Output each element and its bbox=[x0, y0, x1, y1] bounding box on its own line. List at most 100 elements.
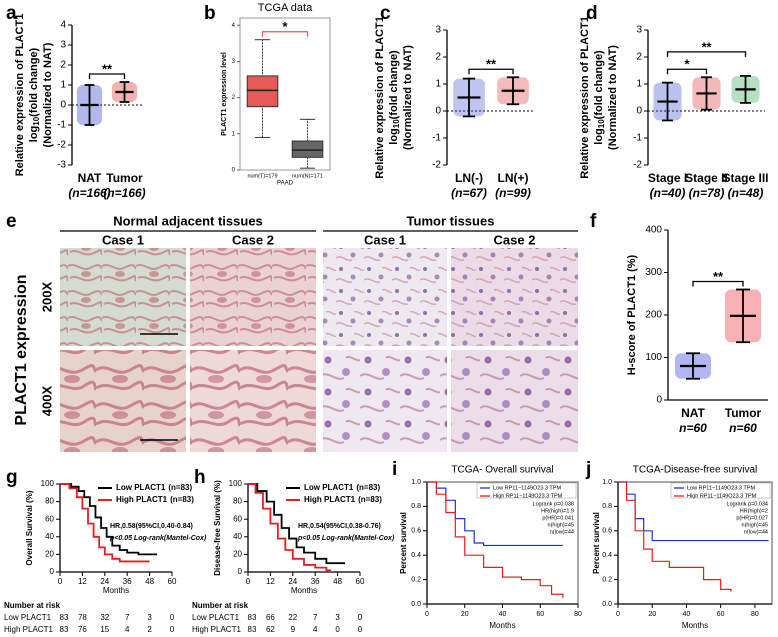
risk-count: 0 bbox=[170, 625, 175, 634]
risk-count: 4 bbox=[125, 625, 130, 634]
box bbox=[246, 75, 279, 108]
panel-letter: a bbox=[6, 3, 17, 24]
y-tick-label: 400 bbox=[645, 225, 662, 236]
legend-n: (n=83) bbox=[358, 495, 382, 504]
risk-count: 7 bbox=[313, 613, 318, 622]
y-tick-label: 0.6 bbox=[411, 528, 421, 535]
statistic: Logrank p=0.034 bbox=[727, 501, 768, 507]
subscript: 10 bbox=[597, 119, 606, 128]
risk-count: 0 bbox=[170, 613, 175, 622]
y-axis-label: Disease-free Survival (%) bbox=[213, 480, 222, 576]
y-tick-label: 0 bbox=[656, 395, 662, 406]
y-tick-label: 0 bbox=[60, 100, 66, 111]
x-tick-label: 48 bbox=[333, 577, 342, 586]
y-axis-label: log10(fold change) bbox=[388, 50, 401, 145]
significance-label: ** bbox=[102, 61, 113, 76]
y-tick-label: 60 bbox=[45, 514, 54, 523]
risk-count: 32 bbox=[100, 613, 109, 622]
y-tick-label: 300 bbox=[645, 267, 662, 278]
x-tick-label: Tumor bbox=[106, 171, 143, 185]
x-tick-label: 60 bbox=[536, 611, 544, 618]
statistic: n(high)=45 bbox=[742, 522, 768, 528]
y-tick-label: 1.0 bbox=[602, 479, 612, 486]
y-tick-label: 2 bbox=[636, 52, 642, 63]
y-tick-label: 2 bbox=[232, 95, 236, 101]
legend-frame bbox=[670, 482, 771, 499]
y-axis-label: Overall Survival (%) bbox=[25, 490, 34, 565]
x-tick-label: num(T)=179 bbox=[247, 173, 277, 179]
y-axis-label: PLACT1 expression level bbox=[221, 52, 228, 136]
legend-label: Low PLACT1 (n=83) bbox=[116, 483, 192, 492]
y-axis-label-part: (fold change) bbox=[388, 50, 400, 119]
y-tick-label: 1 bbox=[60, 80, 66, 91]
chart-title: TCGA- Overall survival bbox=[451, 465, 553, 476]
y-tick-label: 200 bbox=[645, 310, 662, 321]
legend-name: Low PLACT1 bbox=[304, 483, 354, 492]
plot-frame bbox=[617, 481, 773, 605]
x-tick-label: 36 bbox=[123, 577, 132, 586]
x-tick-label: 0 bbox=[58, 577, 63, 586]
panel-letter: g bbox=[6, 467, 18, 488]
panel-letter: b bbox=[204, 3, 216, 24]
risk-count: 66 bbox=[266, 613, 275, 622]
significance-label: ** bbox=[486, 57, 497, 72]
x-tick-label: 36 bbox=[311, 577, 320, 586]
panel-letter: d bbox=[586, 3, 598, 24]
x-tick-label: Tumor bbox=[725, 406, 762, 420]
y-tick-label: 0.4 bbox=[411, 552, 421, 559]
significance-bracket bbox=[88, 73, 126, 79]
y-tick-label: 0.2 bbox=[602, 576, 612, 583]
x-tick-label: 0 bbox=[425, 611, 429, 618]
x-tick-label: NAT bbox=[78, 171, 102, 185]
x-tick-label: 80 bbox=[751, 611, 759, 618]
y-tick-label: 3 bbox=[60, 40, 66, 51]
annotation: p<0.05 Log-rank(Mantel-Cox) bbox=[297, 535, 395, 542]
chart-title: TCGA-Disease-free survival bbox=[633, 465, 757, 476]
x-tick-label: Stage III bbox=[722, 171, 768, 185]
case-label: Case 1 bbox=[364, 232, 406, 247]
y-axis-label: Relative expression of PLACT1 bbox=[579, 16, 591, 179]
survival-curve bbox=[248, 483, 332, 572]
y-axis-label: (Normalized to NAT) bbox=[402, 45, 414, 150]
risk-row-name: Low PLACT1 bbox=[192, 613, 240, 622]
risk-count: 4 bbox=[313, 625, 318, 634]
x-tick-label: num(N)=171 bbox=[292, 173, 323, 179]
survival-curve bbox=[248, 483, 346, 565]
x-tick-label: Stage II bbox=[685, 171, 728, 185]
chart-title: TCGA data bbox=[258, 2, 313, 14]
panel-letter: i bbox=[392, 459, 397, 480]
y-axis-label: Percent survival bbox=[399, 512, 408, 574]
y-tick-label: 0.2 bbox=[411, 576, 421, 583]
statistic: HR(high)=1.9 bbox=[541, 508, 574, 514]
significance-bracket bbox=[468, 68, 514, 75]
y-tick-label: -2 bbox=[432, 160, 441, 171]
x-tick-label: LN(+) bbox=[498, 171, 529, 185]
x-tick-label: NAT bbox=[681, 406, 705, 420]
y-tick-label: -3 bbox=[57, 160, 66, 171]
legend-label: Low RP11−1149O23.3 TPM bbox=[493, 485, 561, 491]
panel-letter: f bbox=[590, 211, 597, 232]
significance-bracket bbox=[692, 280, 744, 287]
risk-row-name: Low PLACT1 bbox=[4, 613, 52, 622]
statistic: HR(high)=2 bbox=[740, 508, 768, 514]
risk-count: 22 bbox=[288, 613, 297, 622]
y-tick-label: 4 bbox=[232, 23, 236, 29]
annotation: HR,0.54(95%CI,0.38-0.76) bbox=[298, 523, 381, 530]
x-tick-label: 0 bbox=[246, 577, 251, 586]
y-tick-label: 0.0 bbox=[602, 601, 612, 608]
risk-count: 83 bbox=[60, 613, 69, 622]
y-tick-label: 40 bbox=[45, 532, 54, 541]
risk-count: 3 bbox=[335, 613, 340, 622]
y-tick-label: 60 bbox=[233, 514, 242, 523]
significance-label: ** bbox=[713, 269, 724, 284]
sample-size: (n=78) bbox=[689, 186, 725, 200]
micrograph-texture bbox=[323, 350, 447, 452]
x-tick-label: 60 bbox=[168, 577, 177, 586]
y-axis-label: Percent survival bbox=[592, 512, 601, 574]
y-tick-label: 40 bbox=[233, 532, 242, 541]
sample-size: n=60 bbox=[729, 421, 757, 435]
y-axis-label: (Normalized to NAT) bbox=[607, 45, 619, 150]
legend-name: High PLACT1 bbox=[116, 495, 168, 504]
micrograph-texture bbox=[60, 350, 186, 452]
